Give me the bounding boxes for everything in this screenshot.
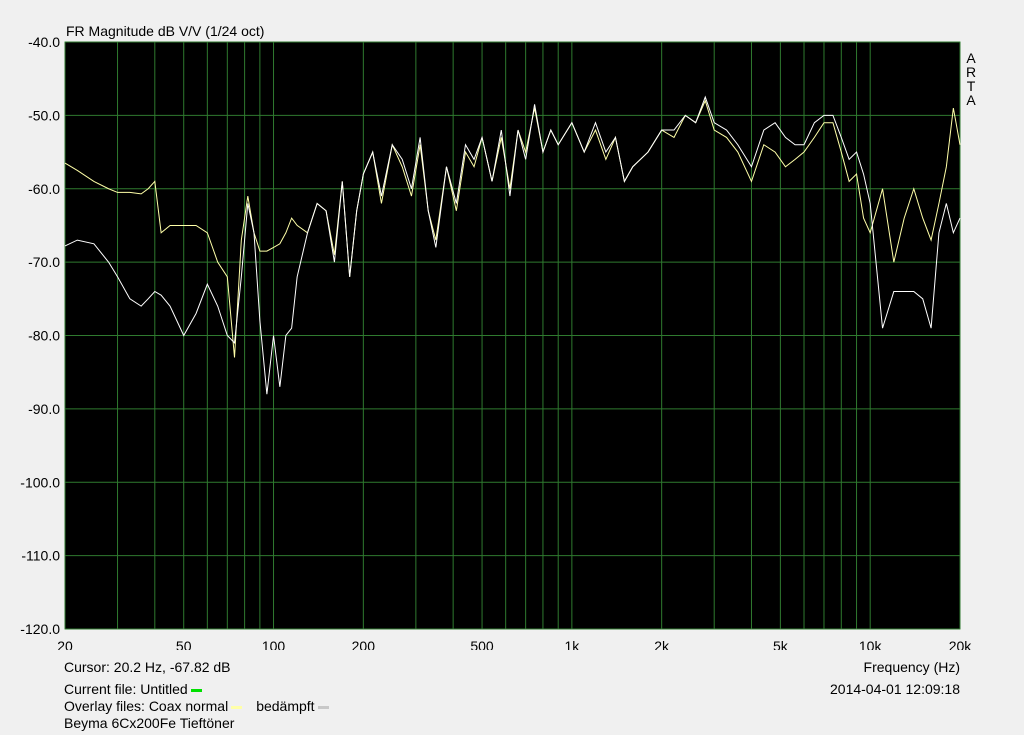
x-tick-label: 20k — [949, 638, 973, 650]
y-tick-label: -70.0 — [28, 254, 60, 270]
series-lines — [64, 95, 961, 395]
chart-title: FR Magnitude dB V/V (1/24 oct) — [66, 23, 264, 39]
timestamp: 2014-04-01 12:09:18 — [830, 681, 960, 697]
x-tick-label: 500 — [470, 638, 494, 650]
x-tick-label: 1k — [564, 638, 580, 650]
y-tick-label: -40.0 — [28, 34, 60, 50]
legend-swatch — [190, 688, 202, 692]
y-tick-label: -100.0 — [20, 474, 60, 490]
overlay-files: Overlay files: Coax normal bedämpft — [64, 698, 343, 715]
cursor-readout: Cursor: 20.2 Hz, -67.82 dB — [64, 659, 231, 675]
legend-entry: Coax normal — [148, 698, 229, 714]
caption: Beyma 6Cx200Fe Tieftöner — [64, 715, 235, 731]
x-tick-label: 100 — [262, 638, 286, 650]
brand: ARTA — [963, 50, 979, 106]
x-tick-label: 10k — [859, 638, 883, 650]
y-tick-label: -80.0 — [28, 328, 60, 344]
x-tick-label: 50 — [176, 638, 192, 650]
current-file: Current file: Untitled — [64, 681, 216, 698]
x-tick-label: 2k — [654, 638, 670, 650]
y-tick-label: -90.0 — [28, 401, 60, 417]
x-tick-label: 20 — [57, 638, 73, 650]
chart: FR Magnitude dB V/V (1/24 oct) ARTA -120… — [20, 23, 979, 650]
x-tick-label: 200 — [352, 638, 376, 650]
overlay-label: Overlay files: — [64, 698, 145, 714]
y-tick-label: -50.0 — [28, 107, 60, 123]
current-file-label: Current file: Untitled — [64, 681, 188, 697]
y-tick-label: -60.0 — [28, 181, 60, 197]
legend-entry: bedämpft — [256, 698, 315, 714]
y-tick-label: -120.0 — [20, 621, 60, 637]
legend-swatch — [231, 705, 243, 709]
series-line — [64, 95, 961, 395]
x-axis-label: Frequency (Hz) — [863, 659, 960, 675]
x-tick-label: 5k — [773, 638, 789, 650]
y-tick-label: -110.0 — [21, 548, 60, 564]
legend-swatch — [317, 705, 329, 709]
grid — [64, 41, 961, 630]
